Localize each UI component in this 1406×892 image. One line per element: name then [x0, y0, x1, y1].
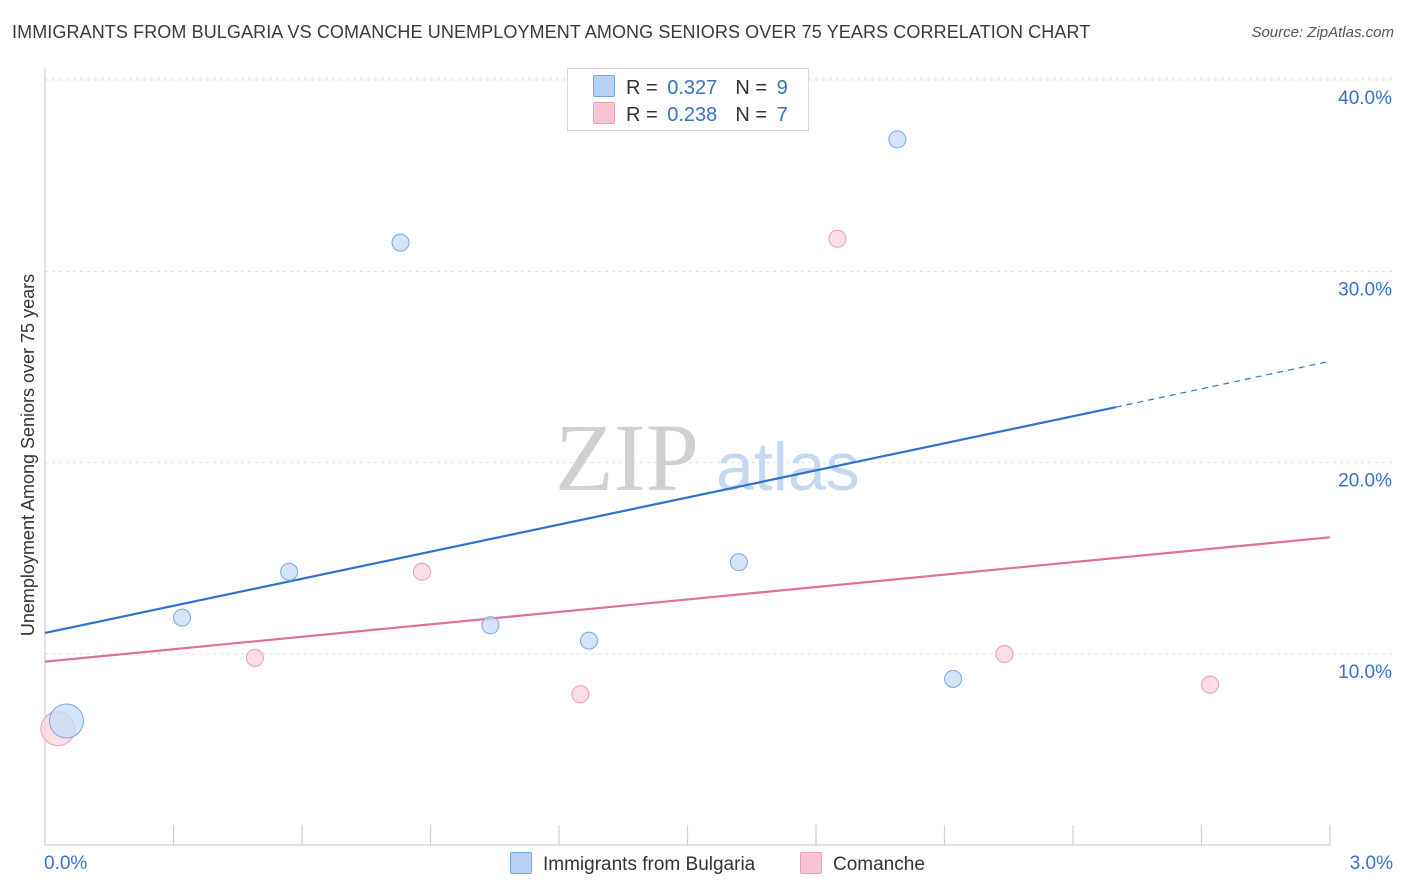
y-tick-label: 30.0%: [1338, 279, 1392, 300]
chart-title: IMMIGRANTS FROM BULGARIA VS COMANCHE UNE…: [12, 22, 1091, 42]
data-point-bulgaria: [729, 553, 748, 572]
legend-row-comanche: R = 0.238 N = 7: [593, 102, 788, 127]
trend-line-bulgaria: [44, 406, 1117, 635]
legend-swatch-bulgaria: [593, 75, 615, 97]
data-point-bulgaria: [579, 631, 598, 650]
legend-row-bulgaria: R = 0.327 N = 9: [593, 75, 788, 100]
bottom-legend-swatch-bulgaria: [510, 852, 532, 874]
legend-r-value: 0.238: [667, 104, 718, 126]
grid-lines: [45, 77, 1392, 655]
legend-r-label: R =: [626, 77, 658, 99]
data-point-comanche: [1201, 675, 1220, 694]
legend-n-value: 9: [776, 77, 788, 99]
data-point-bulgaria: [481, 616, 500, 635]
data-point-bulgaria: [391, 233, 410, 252]
x-axis-ticks: [172, 825, 1331, 845]
legend-n-label: N =: [735, 104, 767, 126]
y-axis-label: Unemployment Among Seniors over 75 years: [18, 274, 38, 636]
data-point-comanche: [245, 648, 264, 667]
legend-r-label: R =: [626, 104, 658, 126]
legend-n-value: 7: [776, 104, 788, 126]
data-point-bulgaria: [173, 608, 192, 627]
x-tick-label: 3.0%: [1350, 853, 1393, 874]
data-point-comanche: [571, 685, 590, 704]
watermark: ZIP atlas: [555, 404, 860, 511]
y-tick-label: 20.0%: [1338, 471, 1392, 492]
legend-r-value: 0.327: [667, 77, 718, 99]
data-point-comanche: [995, 645, 1014, 663]
watermark-atlas: atlas: [716, 429, 860, 505]
legend-n-label: N =: [735, 77, 767, 99]
tick-labels: 10.0% 20.0% 30.0% 40.0% 0.0% 3.0%: [44, 88, 1393, 874]
data-point-bulgaria: [280, 562, 299, 581]
trend-lines: [44, 360, 1331, 663]
stats-legend: R = 0.327 N = 9 R = 0.238 N = 7: [567, 68, 809, 131]
data-points: [40, 130, 1220, 747]
source-credit: Source: ZipAtlas.com: [1251, 24, 1394, 41]
trend-line-bulgaria-extension: [1115, 360, 1331, 408]
bottom-legend-swatch-comanche: [800, 852, 822, 874]
data-point-bulgaria: [888, 130, 907, 149]
bottom-legend-label-comanche: Comanche: [833, 854, 925, 875]
bottom-legend-comanche: Comanche: [800, 852, 925, 876]
legend-swatch-comanche: [593, 102, 615, 124]
data-point-comanche: [828, 229, 847, 248]
x-tick-label: 0.0%: [44, 853, 87, 874]
y-tick-label: 40.0%: [1338, 88, 1392, 109]
trend-line-comanche: [44, 536, 1331, 663]
watermark-zip: ZIP: [555, 404, 699, 511]
bottom-legend-bulgaria: Immigrants from Bulgaria: [510, 852, 755, 876]
data-point-bulgaria: [944, 669, 963, 688]
y-tick-label: 10.0%: [1338, 662, 1392, 683]
data-point-bulgaria: [48, 703, 84, 739]
data-point-comanche: [412, 562, 431, 581]
bottom-legend-label-bulgaria: Immigrants from Bulgaria: [543, 854, 756, 875]
